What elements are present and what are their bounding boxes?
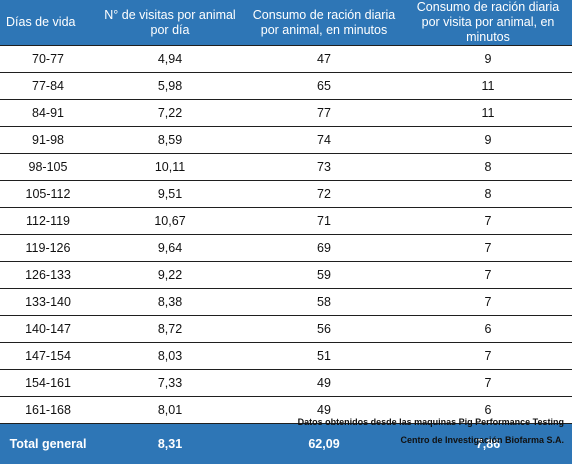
cell-visitas-por-dia: 8,72 [96,316,244,343]
cell-consumo-por-visita: 6 [404,316,572,343]
cell-consumo-diario: 71 [244,208,404,235]
source-institution: Centro de Investigación Biofarma S.A. [400,435,564,445]
source-note: Datos obtenidos desde las maquinas Pig P… [298,417,564,427]
cell-visitas-por-dia: 5,98 [96,73,244,100]
cell-consumo-diario: 56 [244,316,404,343]
cell-dias-de-vida: 119-126 [0,235,96,262]
cell-consumo-diario: 73 [244,154,404,181]
total-label: Total general [0,424,96,464]
cell-dias-de-vida: 147-154 [0,343,96,370]
cell-visitas-por-dia: 9,22 [96,262,244,289]
cell-dias-de-vida: 91-98 [0,127,96,154]
cell-consumo-por-visita: 7 [404,208,572,235]
cell-visitas-por-dia: 9,51 [96,181,244,208]
cell-dias-de-vida: 154-161 [0,370,96,397]
cell-dias-de-vida: 133-140 [0,289,96,316]
cell-visitas-por-dia: 8,59 [96,127,244,154]
cell-consumo-por-visita: 8 [404,154,572,181]
header-dias-de-vida: Días de vida [0,0,96,46]
header-row: Días de vida N° de visitas por animal po… [0,0,572,46]
cell-consumo-por-visita: 8 [404,181,572,208]
cell-dias-de-vida: 112-119 [0,208,96,235]
cell-visitas-por-dia: 7,33 [96,370,244,397]
cell-consumo-por-visita: 7 [404,289,572,316]
cell-visitas-por-dia: 8,03 [96,343,244,370]
cell-visitas-por-dia: 4,94 [96,46,244,73]
cell-consumo-diario: 49 [244,370,404,397]
cell-consumo-diario: 51 [244,343,404,370]
cell-dias-de-vida: 126-133 [0,262,96,289]
cell-consumo-diario: 74 [244,127,404,154]
cell-visitas-por-dia: 10,67 [96,208,244,235]
cell-consumo-por-visita: 7 [404,370,572,397]
cell-dias-de-vida: 98-105 [0,154,96,181]
cell-consumo-por-visita: 9 [404,127,572,154]
header-consumo-por-visita: Consumo de ración diaria por visita por … [404,0,572,46]
cell-dias-de-vida: 77-84 [0,73,96,100]
cell-consumo-por-visita: 9 [404,46,572,73]
cell-consumo-por-visita: 7 [404,343,572,370]
cell-consumo-diario: 72 [244,181,404,208]
cell-consumo-diario: 59 [244,262,404,289]
cell-consumo-diario: 65 [244,73,404,100]
total-consumo-diario: 62,09 [244,424,404,464]
cell-consumo-diario: 69 [244,235,404,262]
cell-dias-de-vida: 105-112 [0,181,96,208]
cell-consumo-por-visita: 7 [404,262,572,289]
header-visitas-por-dia: N° de visitas por animal por día [96,0,244,46]
total-visitas: 8,31 [96,424,244,464]
cell-visitas-por-dia: 9,64 [96,235,244,262]
cell-visitas-por-dia: 8,01 [96,397,244,424]
cell-consumo-por-visita: 11 [404,100,572,127]
cell-dias-de-vida: 84-91 [0,100,96,127]
cell-consumo-diario: 58 [244,289,404,316]
cell-consumo-por-visita: 7 [404,235,572,262]
cell-visitas-por-dia: 8,38 [96,289,244,316]
header-consumo-diario: Consumo de ración diaria por animal, en … [244,0,404,46]
cell-dias-de-vida: 161-168 [0,397,96,424]
cell-consumo-diario: 47 [244,46,404,73]
cell-visitas-por-dia: 7,22 [96,100,244,127]
cell-dias-de-vida: 140-147 [0,316,96,343]
cell-consumo-diario: 77 [244,100,404,127]
cell-dias-de-vida: 70-77 [0,46,96,73]
cell-consumo-por-visita: 11 [404,73,572,100]
cell-visitas-por-dia: 10,11 [96,154,244,181]
